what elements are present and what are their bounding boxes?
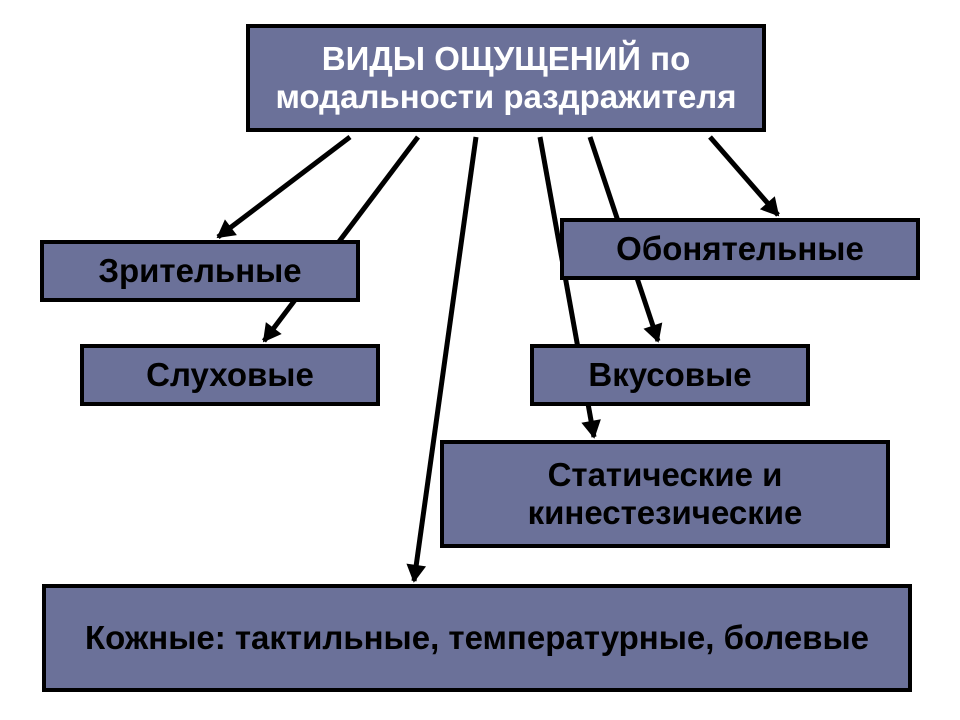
- node-label: Статические и кинестезические: [454, 456, 876, 532]
- node-visual: Зрительные: [40, 240, 360, 302]
- node-olfactory: Обонятельные: [560, 218, 920, 280]
- node-gustatory: Вкусовые: [530, 344, 810, 406]
- node-static-kinesthetic: Статические и кинестезические: [440, 440, 890, 548]
- node-label: Кожные: тактильные, температурные, болев…: [85, 619, 869, 657]
- node-label: Вкусовые: [588, 356, 751, 394]
- node-auditory: Слуховые: [80, 344, 380, 406]
- node-skin: Кожные: тактильные, температурные, болев…: [42, 584, 912, 692]
- diagram-title-box: ВИДЫ ОЩУЩЕНИЙ по модальности раздражител…: [246, 24, 766, 132]
- node-label: Слуховые: [146, 356, 314, 394]
- diagram-title-text: ВИДЫ ОЩУЩЕНИЙ по модальности раздражител…: [258, 40, 754, 116]
- node-label: Обонятельные: [616, 230, 864, 268]
- node-label: Зрительные: [98, 252, 301, 290]
